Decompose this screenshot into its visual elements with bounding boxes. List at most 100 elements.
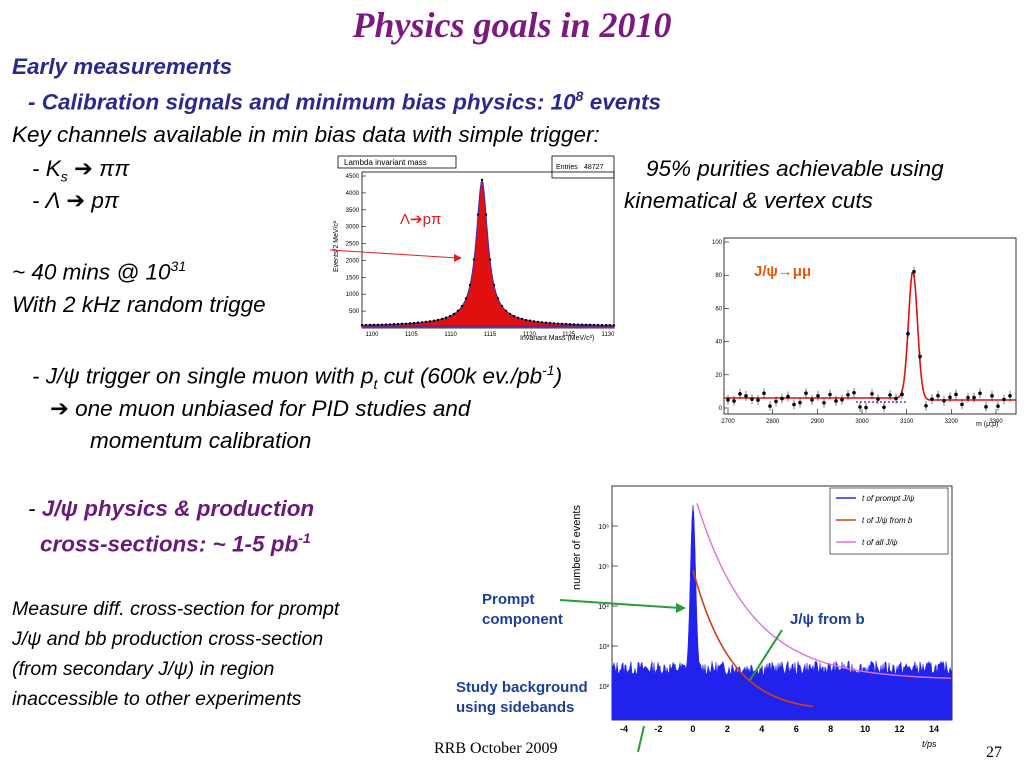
lambda-xtick-label: 1120 (523, 332, 537, 338)
jpsi-from-b-annotation: J/ψ from b (790, 611, 865, 628)
time-ytick-label: 10² (599, 684, 610, 691)
lambda-xtick-label: 1105 (405, 332, 419, 338)
lambda-ytick-label: 1000 (346, 292, 360, 298)
time-xtick-label: 8 (828, 724, 833, 734)
lambda-channel: - Λ ➔ pπ (32, 188, 119, 213)
time-ylabel: number of events (571, 505, 583, 590)
jpsi-ytick-label: 40 (715, 340, 722, 346)
lambda-xtick-label: 1115 (484, 332, 497, 338)
jpsi-xtick-label: 3300 (989, 419, 1003, 425)
time-xtick-label: 10 (860, 724, 870, 734)
minutes-line: ~ 40 mins @ 1031 (12, 258, 187, 285)
jpsi-trigger-line: - J/ψ trigger on single muon with pt cut… (32, 362, 563, 392)
measure-line-4: inaccessible to other experiments (12, 688, 302, 710)
lambda-ylabel: Events/2 MeV/c² (333, 220, 340, 272)
lambda-plot-svg: Lambda invariant mass Entries 48727 500 1… (329, 155, 616, 342)
time-legend (829, 487, 949, 555)
early-measurements-heading: Early measurements (12, 54, 233, 79)
lambda-stats-label: Entries (556, 164, 578, 171)
study-annotation-1: Study background (456, 679, 588, 696)
jpsi-xtick-label: 3100 (900, 419, 914, 425)
jpsib-pointer-line (749, 629, 783, 681)
cross-section-line: cross-sections: ~ 1-5 pb-1 (40, 530, 311, 557)
jpsi-physics-line: - J/ψ physics & production (28, 496, 315, 521)
jpsi-ytick-label: 60 (715, 306, 722, 312)
purity-line-2: kinematical & vertex cuts (624, 188, 873, 213)
prompt-annotation-2: component (482, 611, 563, 628)
lambda-xlabel: Invariant Mass (MeV/c²) (520, 335, 594, 342)
purity-line-1: 95% purities achievable using (646, 156, 944, 181)
jpsi-ytick-label: 0 (719, 406, 723, 412)
jpsi-plot-svg: 100 80 60 40 20 0 2700 2800 2900 3000 3100 3200 3300… (712, 237, 1017, 428)
measure-line-2: J/ψ and bb production cross-section (12, 628, 324, 650)
prompt-pointer-head (676, 603, 686, 613)
lambda-ytick-label: 4000 (346, 191, 360, 197)
proper-time-plot: number of events 10⁶ 10⁵ 10⁴ 10³ 10² -4 -2 0 2 4 6… (452, 480, 960, 753)
lambda-decay-label: Λ➔pπ (400, 211, 441, 228)
prompt-annotation-1: Prompt (482, 591, 535, 608)
time-xtick-label: -4 (620, 724, 628, 734)
jpsi-ytick-label: 80 (715, 273, 722, 279)
jpsi-xtick-label: 3000 (855, 419, 869, 425)
time-xtick-label: -2 (654, 724, 662, 734)
time-xtick-label: 6 (794, 724, 799, 734)
lambda-ytick-label: 500 (349, 309, 360, 315)
jpsi-decay-label: J/ψ→μμ (754, 263, 811, 280)
time-marks: 10⁶ 10⁵ 10⁴ 10³ 10² -4 -2 0 2 4 6 8 10 12 14 (598, 503, 953, 734)
legend-prompt: t of prompt J/ψ (862, 494, 915, 503)
jpsi-ytick-label: 20 (715, 373, 722, 379)
lambda-pointer-head (454, 254, 462, 262)
lambda-stats-box (551, 155, 615, 179)
time-plot-svg: number of events 10⁶ 10⁵ 10⁴ 10³ 10² -4 -2 0 2 4 6… (456, 485, 953, 753)
ks-channel: - Ks ➔ ππ (32, 156, 130, 185)
legend-fromb: t of J/ψ from b (862, 516, 913, 525)
lambda-pointer-line (329, 249, 459, 259)
time-xtick-label: 12 (895, 724, 905, 734)
jpsi-xtick-label: 2900 (811, 419, 825, 425)
jpsi-plot-frame (723, 237, 1017, 415)
random-trigger-line: With 2 kHz random trigge (12, 292, 266, 317)
time-xtick-label: 14 (929, 724, 939, 734)
lambda-ytick-label: 3000 (346, 225, 360, 231)
jpsi-xtick-label: 2800 (766, 419, 780, 425)
lambda-xtick-label: 1125 (562, 332, 576, 338)
arrow-icon: ➔ (50, 396, 69, 421)
prompt-pointer-line (559, 599, 681, 609)
momentum-calibration-line: momentum calibration (90, 428, 312, 453)
time-xtick-label: 4 (759, 724, 764, 734)
lambda-stats-value: 48727 (584, 164, 604, 171)
jpsi-mass-plot: 100 80 60 40 20 0 2700 2800 2900 3000 3100 3200 3300… (706, 232, 1020, 428)
lambda-ytick-label: 4500 (346, 174, 360, 180)
time-xtick-label: 2 (725, 724, 730, 734)
time-ytick-label: 10⁴ (598, 604, 609, 611)
footer-text: RRB October 2009 (434, 740, 558, 757)
measure-line-3: (from secondary J/ψ) in region (12, 658, 275, 680)
time-ytick-label: 10⁶ (598, 524, 609, 531)
lambda-xtick-label: 1130 (602, 332, 616, 338)
time-ytick-label: 10⁵ (598, 564, 609, 571)
jpsi-marks: 100 80 60 40 20 0 2700 2800 2900 3000 3100 3200 3300 (712, 240, 1016, 425)
lambda-ytick-label: 2000 (346, 258, 360, 264)
lambda-marks: 500 1000 1500 2000 2500 3000 3500 4000 4500 1100 1… (346, 174, 616, 338)
jpsi-xtick-label: 3200 (945, 419, 959, 425)
lambda-plot-title: Lambda invariant mass (344, 158, 427, 167)
lambda-mass-plot: Lambda invariant mass Entries 48727 500 1… (329, 152, 620, 342)
jpsi-xtick-label: 2700 (721, 419, 735, 425)
time-xlabel: t/ps (922, 739, 937, 749)
time-ytick-label: 10³ (599, 644, 610, 651)
lambda-ytick-label: 3500 (346, 208, 360, 214)
lambda-xtick-label: 1110 (444, 332, 457, 338)
time-xtick-label: 0 (690, 724, 695, 734)
measure-line-1: Measure diff. cross-section for prompt (12, 598, 340, 620)
calibration-line: - Calibration signals and minimum bias p… (28, 88, 661, 115)
lambda-ytick-label: 2500 (346, 242, 360, 248)
jpsi-ytick-label: 100 (712, 240, 723, 246)
page-number: 27 (986, 744, 1002, 761)
lambda-plot-title-box (337, 155, 457, 169)
lambda-ytick-label: 1500 (346, 275, 360, 281)
jpsi-xunit: m (μ,μ) (976, 421, 998, 428)
unbiased-muon-line: ➔ one muon unbiased for PID studies and (50, 396, 471, 421)
study-annotation-2: using sidebands (456, 699, 574, 716)
key-channels-line: Key channels available in min bias data … (12, 122, 600, 147)
lambda-xtick-label: 1100 (366, 332, 380, 338)
